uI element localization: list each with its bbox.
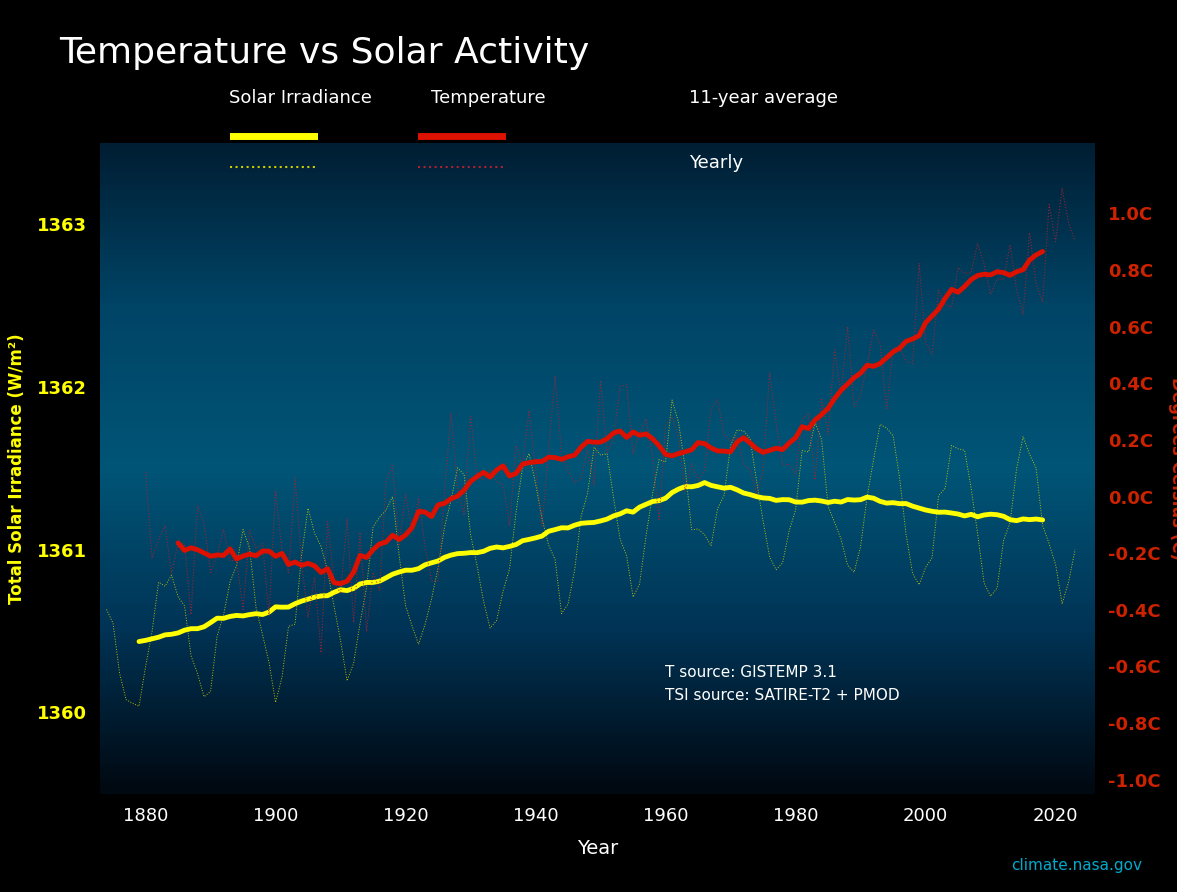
Text: Temperature: Temperature [431, 88, 546, 106]
Y-axis label: Total Solar Irradiance (W/m²): Total Solar Irradiance (W/m²) [8, 333, 26, 604]
X-axis label: Year: Year [577, 839, 618, 858]
Y-axis label: Degrees Celsius (C): Degrees Celsius (C) [1168, 376, 1177, 560]
Text: Temperature vs Solar Activity: Temperature vs Solar Activity [59, 36, 590, 70]
Text: T source: GISTEMP 3.1
TSI source: SATIRE-T2 + PMOD: T source: GISTEMP 3.1 TSI source: SATIRE… [665, 665, 899, 703]
Text: Yearly: Yearly [689, 153, 743, 171]
Text: Solar Irradiance: Solar Irradiance [228, 88, 372, 106]
Text: 11-year average: 11-year average [689, 88, 838, 106]
Text: climate.nasa.gov: climate.nasa.gov [1011, 858, 1142, 872]
